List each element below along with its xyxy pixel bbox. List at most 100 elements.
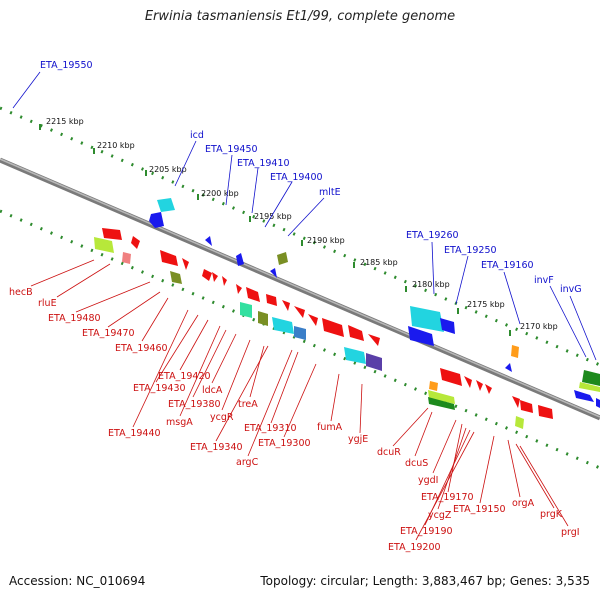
gene-label: prgI	[561, 527, 580, 538]
reverse-genes	[94, 228, 553, 429]
gene-label: ETA_19250	[444, 245, 497, 256]
gene-red	[520, 400, 533, 413]
gene-blue	[236, 253, 244, 266]
kbp-label: 2195 kbp	[254, 212, 292, 221]
gene-label: dcuR	[377, 447, 401, 458]
gene-red	[182, 258, 189, 270]
gene-red	[348, 325, 364, 341]
gene-label: msgA	[166, 417, 193, 428]
gene-blue	[205, 236, 212, 246]
gene-red	[102, 228, 122, 240]
gene-yellowgreen	[515, 416, 524, 429]
gene-green	[428, 397, 455, 410]
gene-label: ETA_19430	[133, 383, 186, 394]
gene-red	[485, 384, 492, 394]
kbp-label: 2200 kbp	[201, 189, 239, 198]
gene-blue	[149, 212, 164, 228]
gene-cyan	[344, 347, 366, 364]
gene-label: dcuS	[405, 458, 428, 469]
gene-label: ETA_19460	[115, 343, 168, 354]
gene-red	[464, 376, 472, 388]
gene-red	[322, 318, 344, 337]
gene-label: ETA_19450	[205, 144, 258, 155]
gene-red	[246, 287, 260, 302]
kbp-label: 2190 kbp	[307, 236, 345, 245]
gene-red	[512, 396, 520, 408]
gene-blue	[505, 363, 512, 372]
gene-label: ygdI	[418, 475, 438, 486]
gene-red	[538, 405, 553, 419]
gene-olive	[277, 252, 288, 265]
outer-scale-track	[0, 106, 600, 367]
accession-text: Accession: NC_010694	[9, 574, 146, 588]
gene-cyan	[410, 306, 444, 332]
gene-label: ETA_19200	[388, 542, 441, 553]
kbp-label: 2210 kbp	[97, 141, 135, 150]
gene-orange	[511, 345, 519, 358]
gene-label: ETA_19340	[190, 442, 243, 453]
gene-label: ldcA	[202, 385, 223, 396]
gene-label: prgK	[540, 509, 563, 520]
gene-label: ETA_19440	[108, 428, 161, 439]
gene-label: ETA_19550	[40, 60, 93, 71]
gene-red	[476, 380, 483, 391]
gene-purple	[366, 353, 382, 371]
gene-blue	[440, 318, 455, 334]
gene-red	[368, 334, 380, 346]
gene-yellowgreen	[579, 382, 600, 392]
gene-blue	[408, 326, 434, 346]
gene-cyan	[157, 198, 175, 212]
gene-yellowgreen	[428, 390, 455, 404]
genome-backbone	[0, 157, 600, 421]
forward-genes	[149, 198, 600, 408]
gene-blue	[574, 390, 594, 402]
gene-label: ETA_19420	[158, 371, 211, 382]
gene-red	[308, 314, 318, 326]
gene-blue	[270, 268, 277, 278]
gene-olive	[258, 311, 268, 326]
map-title: Erwinia tasmaniensis Et1/99, complete ge…	[144, 9, 456, 24]
gene-red	[202, 269, 212, 281]
gene-red	[236, 284, 242, 294]
gene-red	[160, 250, 178, 266]
gene-label: ETA_19260	[406, 230, 459, 241]
gene-label: icd	[190, 130, 204, 141]
gene-label: mltE	[319, 187, 341, 198]
gene-label: ETA_19380	[168, 399, 221, 410]
forward-label-leaders	[12, 71, 597, 361]
reverse-label-leaders	[30, 259, 569, 541]
kbp-label: 2215 kbp	[46, 117, 84, 126]
gene-label: fumA	[317, 422, 343, 433]
gene-olive	[170, 271, 182, 284]
gene-label: ygjE	[348, 434, 368, 445]
gene-label: hecB	[9, 287, 33, 298]
gene-label: ycgZ	[428, 510, 452, 521]
gene-steelblue	[294, 326, 306, 340]
gene-label: ETA_19300	[258, 438, 311, 449]
gene-cyan	[272, 317, 294, 334]
gene-label: argC	[236, 457, 259, 468]
gene-label: ETA_19400	[270, 172, 323, 183]
gene-red	[440, 368, 462, 386]
kbp-label: 2185 kbp	[360, 258, 398, 267]
gene-red	[294, 306, 305, 318]
inner-scale-track	[0, 209, 600, 470]
gene-mint	[240, 302, 252, 318]
kbp-tick-marks	[39, 124, 511, 336]
forward-gene-labels: ETA_19550 icd ETA_19450 ETA_19410 ETA_19…	[40, 60, 582, 295]
gene-label: rluE	[38, 298, 57, 309]
gene-label: ETA_19410	[237, 158, 290, 169]
gene-green	[582, 370, 600, 386]
gene-label: invG	[560, 284, 582, 295]
gene-orange	[429, 381, 438, 391]
gene-label: orgA	[512, 498, 535, 509]
gene-label: treA	[238, 399, 258, 410]
gene-red	[131, 236, 140, 249]
gene-label: ETA_19480	[48, 313, 101, 324]
gene-red	[222, 276, 227, 286]
gene-red	[282, 300, 290, 311]
gene-blue	[596, 398, 600, 408]
gene-label: ycgR	[210, 412, 234, 423]
gene-label: invF	[534, 275, 554, 286]
gene-label: ETA_19310	[244, 423, 297, 434]
